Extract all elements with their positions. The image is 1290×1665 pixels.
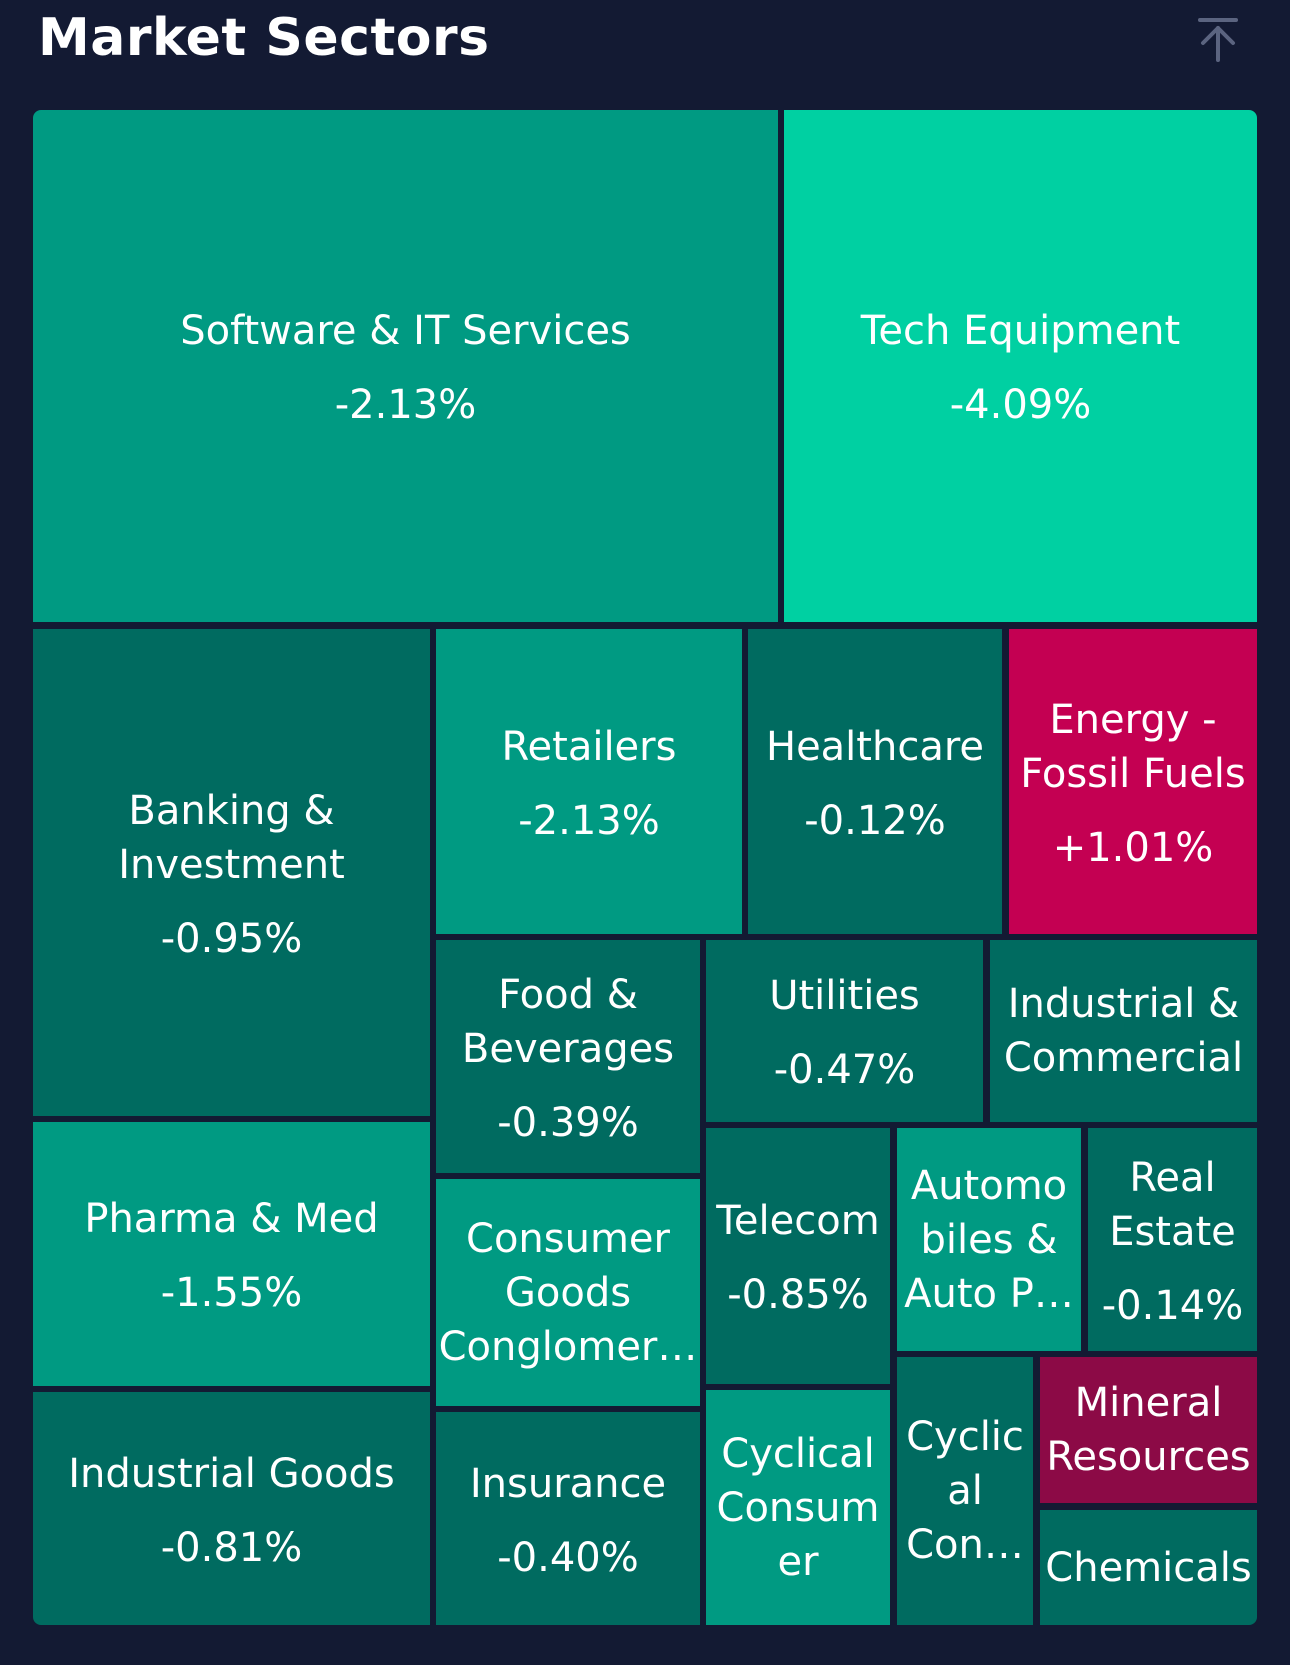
- sector-change: -0.47%: [773, 1047, 916, 1093]
- sector-name: Software & IT Services: [180, 308, 631, 354]
- sector-change: -4.09%: [949, 382, 1092, 428]
- sector-name: Utilities: [769, 973, 920, 1019]
- sector-name: Pharma & Med: [84, 1196, 379, 1242]
- sector-name: Industrial Goods: [68, 1450, 395, 1497]
- sector-change: -1.55%: [160, 1270, 303, 1316]
- sector-tile-retailers[interactable]: Retailers -2.13%: [436, 629, 742, 934]
- sector-name: Telecom: [716, 1198, 880, 1244]
- sector-name: Energy - Fossil Fuels: [1020, 696, 1246, 797]
- sector-change: +1.01%: [1052, 824, 1214, 871]
- sector-tile-chemicals[interactable]: Chemicals: [1040, 1510, 1257, 1625]
- sector-tile-industrial-commercial[interactable]: Industrial & Commercial: [990, 940, 1257, 1122]
- sector-tile-cyclical-consumer[interactable]: Cyclical Consum er: [706, 1390, 890, 1625]
- sector-tile-tech-equipment[interactable]: Tech Equipment -4.09%: [784, 110, 1257, 622]
- sector-name: Food & Beverages: [461, 971, 675, 1072]
- sector-name: Cyclical Consum er: [716, 1430, 880, 1585]
- page-title: Market Sectors: [38, 8, 490, 68]
- sector-name: Banking & Investment: [118, 787, 345, 888]
- sector-tile-consumer-goods-conglomer[interactable]: Consumer Goods Conglomer…: [436, 1179, 700, 1406]
- sector-tile-mineral-resources[interactable]: Mineral Resources: [1040, 1357, 1257, 1503]
- collapse-up-icon[interactable]: [1196, 16, 1240, 66]
- sector-tile-banking-investment[interactable]: Banking & Investment -0.95%: [33, 629, 430, 1116]
- sector-tile-real-estate[interactable]: Real Estate -0.14%: [1088, 1128, 1257, 1351]
- sector-tile-insurance[interactable]: Insurance -0.40%: [436, 1412, 700, 1625]
- sector-change: -2.13%: [334, 382, 477, 428]
- sector-change: -0.85%: [727, 1272, 869, 1318]
- sector-change: -0.39%: [497, 1099, 639, 1146]
- sector-name: Consumer Goods Conglomer…: [438, 1215, 698, 1370]
- sector-name: Mineral Resources: [1046, 1380, 1251, 1480]
- sector-tile-telecom[interactable]: Telecom -0.85%: [706, 1128, 890, 1384]
- sector-tile-software-it-services[interactable]: Software & IT Services -2.13%: [33, 110, 778, 622]
- sector-tile-utilities[interactable]: Utilities -0.47%: [706, 940, 983, 1122]
- sector-name: Cyclic al Con…: [906, 1414, 1024, 1568]
- sector-tile-cyclical-con[interactable]: Cyclic al Con…: [897, 1357, 1033, 1625]
- sector-tile-energy-fossil-fuels[interactable]: Energy - Fossil Fuels +1.01%: [1009, 629, 1257, 934]
- sector-tile-automobiles-auto-p[interactable]: Automo biles & Auto P…: [897, 1128, 1081, 1351]
- sector-name: Tech Equipment: [860, 308, 1181, 354]
- sector-name: Healthcare: [765, 723, 985, 770]
- sector-name: Automo biles & Auto P…: [904, 1162, 1074, 1317]
- sector-tile-healthcare[interactable]: Healthcare -0.12%: [748, 629, 1002, 934]
- sector-change: -2.13%: [518, 797, 660, 844]
- sector-name: Real Estate: [1109, 1154, 1236, 1255]
- sector-name: Industrial & Commercial: [1003, 981, 1244, 1081]
- sector-change: -0.40%: [497, 1534, 639, 1581]
- sector-name: Insurance: [469, 1460, 667, 1507]
- sector-tile-food-beverages[interactable]: Food & Beverages -0.39%: [436, 940, 700, 1173]
- sector-name: Chemicals: [1045, 1544, 1252, 1591]
- sector-change: -0.95%: [160, 915, 303, 962]
- sector-name: Retailers: [501, 723, 677, 770]
- sector-change: -0.12%: [804, 797, 946, 844]
- sector-change: -0.81%: [160, 1524, 303, 1571]
- sector-change: -0.14%: [1101, 1282, 1244, 1329]
- sector-tile-industrial-goods[interactable]: Industrial Goods -0.81%: [33, 1392, 430, 1625]
- sector-tile-pharma-med[interactable]: Pharma & Med -1.55%: [33, 1122, 430, 1386]
